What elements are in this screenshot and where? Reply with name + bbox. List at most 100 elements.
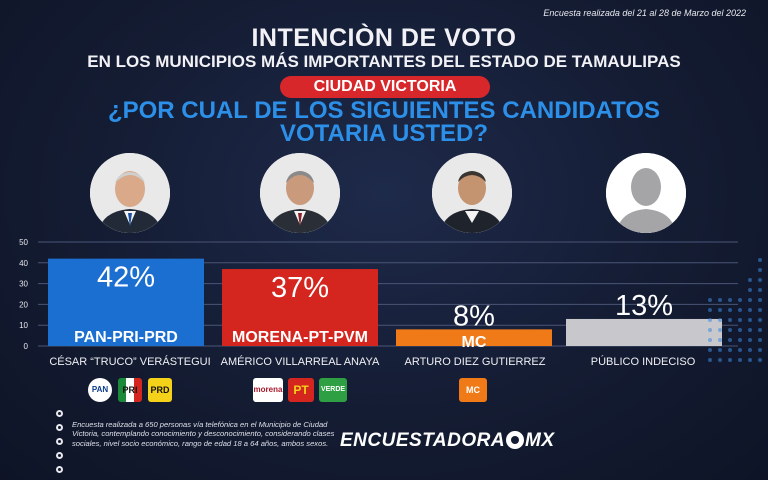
dot [708, 318, 712, 322]
bar-value-label: 13% [615, 290, 673, 322]
survey-date: Encuesta realizada del 21 al 28 de Marzo… [543, 8, 746, 18]
bar-value-label: 8% [453, 300, 495, 332]
dot [708, 308, 712, 312]
brand-logo: ENCUESTADORA MX [340, 430, 555, 452]
question-line-2: VOTARIA USTED? [280, 120, 488, 147]
coalition-label: MORENA-PT-PVM [232, 329, 368, 346]
dot [738, 318, 742, 322]
dot [758, 328, 762, 332]
y-tick-label: 10 [19, 321, 28, 330]
dot [758, 278, 762, 282]
question-line-1: ¿POR CUAL DE LOS SIGUIENTES CANDIDATOS [107, 97, 661, 124]
bar-value-label: 37% [271, 272, 329, 304]
dot [718, 328, 722, 332]
coalition-label: PAN-PRI-PRD [74, 329, 178, 346]
dot [758, 348, 762, 352]
dot [758, 318, 762, 322]
brand-mark-icon [506, 431, 525, 449]
circle-bullet-icon [56, 410, 63, 417]
coalition-label: MC [462, 334, 487, 351]
dot [748, 318, 752, 322]
dot [728, 348, 732, 352]
dot [728, 298, 732, 302]
dot [718, 348, 722, 352]
verde-logo: VERDE [319, 378, 347, 402]
mc-logo: MC [459, 378, 487, 402]
dot [758, 298, 762, 302]
dot [728, 318, 732, 322]
candidate-name: ARTURO DIEZ GUTIERREZ [404, 356, 546, 368]
person-silhouette-icon [606, 153, 686, 233]
y-axis-ticks: 0 10 20 30 40 50 [19, 238, 28, 351]
y-tick-label: 50 [19, 238, 28, 247]
bar [396, 329, 552, 346]
dot [758, 308, 762, 312]
prd-logo: PRD [148, 378, 172, 402]
dot [708, 338, 712, 342]
methodology-note: Encuesta realizada a 650 personas vía te… [72, 420, 335, 448]
dot [748, 278, 752, 282]
bar [48, 258, 204, 346]
dot [738, 328, 742, 332]
dot [728, 358, 732, 362]
candidate-name: AMÉRICO VILLARREAL ANAYA [220, 356, 380, 368]
circle-bullet-icon [56, 438, 63, 445]
circle-bullet-icon [56, 452, 63, 459]
dot [718, 308, 722, 312]
dot [718, 338, 722, 342]
dot [758, 338, 762, 342]
decorative-dot-grid [708, 258, 762, 362]
candidate-photo-diez [432, 153, 512, 233]
dot [748, 338, 752, 342]
y-tick-label: 40 [19, 259, 28, 268]
dot [738, 358, 742, 362]
page-subtitle: EN LOS MUNICIPIOS MÁS IMPORTANTES DEL ES… [87, 52, 681, 71]
dot [748, 288, 752, 292]
dot [748, 328, 752, 332]
y-tick-label: 0 [24, 342, 29, 351]
dot [728, 338, 732, 342]
dot [758, 258, 762, 262]
dot [738, 348, 742, 352]
candidate-photo-villarreal [260, 153, 340, 233]
dot [708, 328, 712, 332]
y-tick-label: 30 [19, 280, 28, 289]
dot [728, 308, 732, 312]
bar [566, 318, 722, 346]
candidate-photo-verastegui [90, 153, 170, 233]
dot [738, 338, 742, 342]
bar-value-label: 42% [97, 262, 155, 294]
brand-name: ENCUESTADORA [340, 430, 506, 451]
bars [48, 258, 722, 346]
candidate-name: PÚBLICO INDECISO [590, 356, 696, 368]
pt-logo: PT [288, 378, 314, 402]
dot [708, 358, 712, 362]
candidate-name: CÉSAR “TRUCO” VERÁSTEGUI [49, 356, 211, 368]
dot [728, 328, 732, 332]
dot [708, 298, 712, 302]
dot [758, 358, 762, 362]
page-title: INTENCIÒN DE VOTO [251, 24, 517, 52]
brand-suffix: MX [525, 430, 555, 451]
dot [758, 288, 762, 292]
dot [748, 298, 752, 302]
dot [738, 298, 742, 302]
bar-labels: 42% PAN-PRI-PRD 37% MORENA-PT-PVM 8% MC 13% [74, 262, 673, 351]
circle-bullet-icon [56, 424, 63, 431]
pan-logo: PAN [88, 378, 112, 402]
y-tick-label: 20 [19, 300, 28, 309]
morena-logo: morena [253, 378, 283, 402]
dot [758, 268, 762, 272]
bar [222, 269, 378, 346]
dot [718, 298, 722, 302]
dot [748, 358, 752, 362]
dot [708, 348, 712, 352]
dot [748, 308, 752, 312]
dot [718, 358, 722, 362]
dot [718, 318, 722, 322]
dot [748, 348, 752, 352]
dot [738, 308, 742, 312]
circle-bullet-icon [56, 466, 63, 473]
pri-logo: PRI [118, 378, 142, 402]
vote-intention-chart: 0 10 20 30 40 50 42% PAN-PRI-PRD 37% MORENA-PT-P… [19, 238, 738, 351]
